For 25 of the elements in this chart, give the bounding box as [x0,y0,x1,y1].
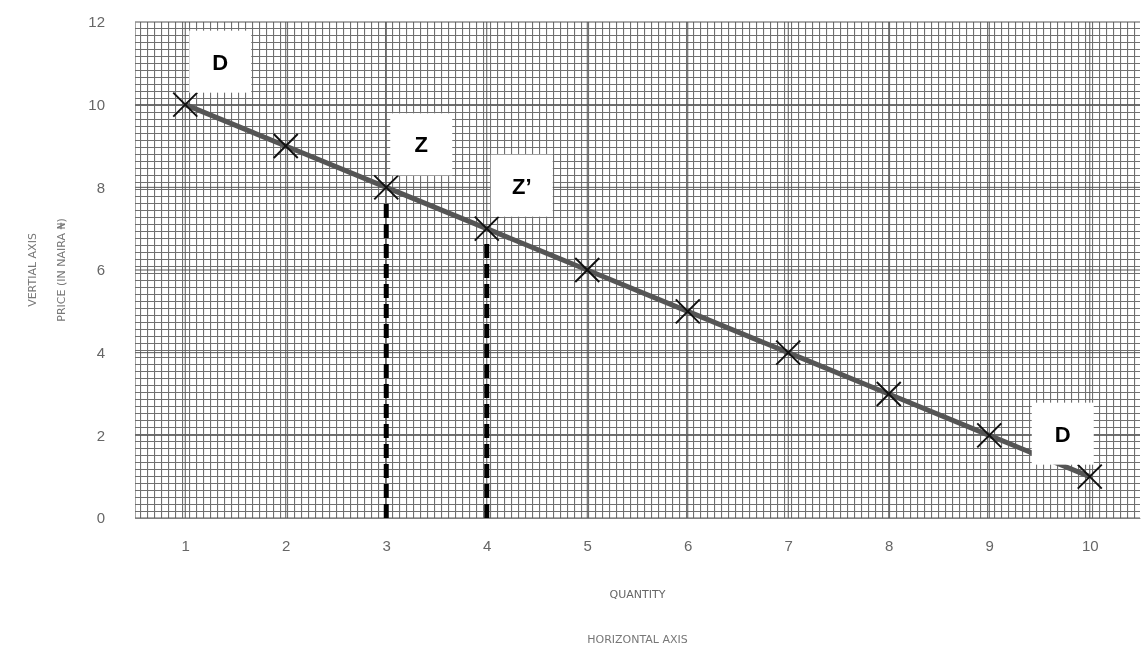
x-tick-label: 10 [1081,536,1099,554]
x-tick-label: 8 [885,536,894,554]
annotation: Z [414,132,428,158]
y-tick-label: 4 [96,343,105,361]
x-tick-label: 7 [784,536,793,554]
y-tick-label: 0 [96,509,105,527]
x-tick-label: 3 [382,536,391,554]
x-tick-label: 2 [282,536,291,554]
x-tick-label: 6 [684,536,693,554]
y-tick-label: 8 [96,178,105,196]
x-axis-title: QUANTITY [609,588,666,601]
y-tick-label: 10 [88,95,105,113]
x-tick-label: 9 [985,536,994,554]
x-tick-label: 1 [181,536,190,554]
text: VERTIAL AXIS [26,233,39,307]
x-tick-label: 5 [583,536,592,554]
x-tick-label: 4 [483,536,492,554]
y-tick-label: 12 [88,13,105,31]
annotation: D [212,49,229,75]
annotation: Z’ [511,173,532,199]
y-tick-label: 2 [96,426,105,444]
text: HORIZONTAL AXIS [587,633,688,646]
y-tick-label: 6 [96,261,105,279]
y-axis-title: PRICE (IN NAIRA ₦) [55,218,68,322]
annotation: D [1054,421,1071,447]
